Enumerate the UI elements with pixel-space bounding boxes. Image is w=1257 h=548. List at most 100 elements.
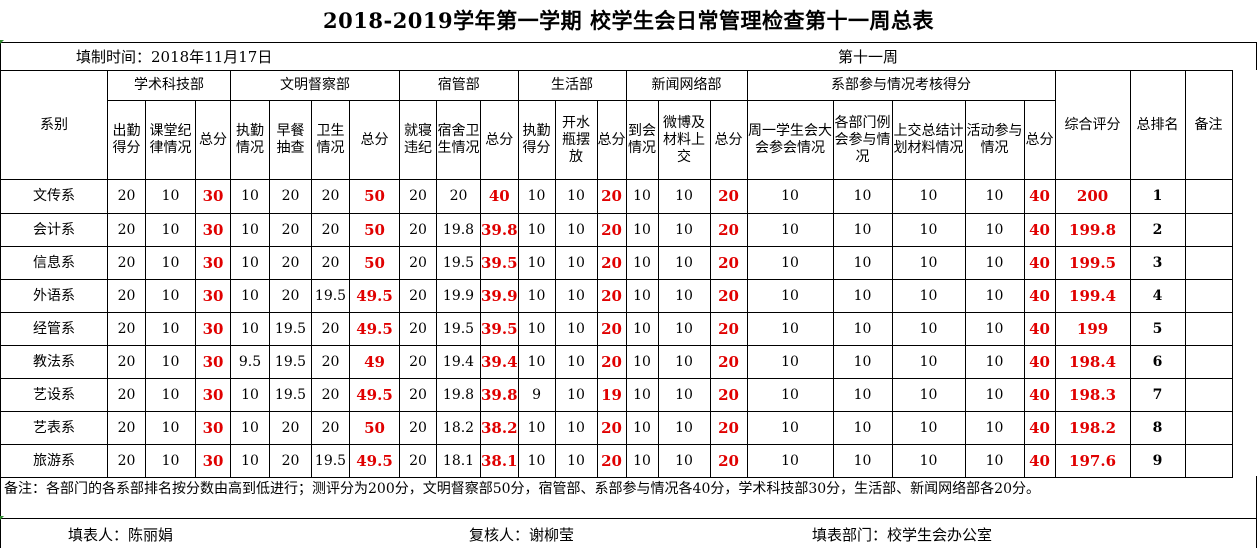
score-cell[interactable]: 10	[554, 213, 598, 247]
total-score-cell[interactable]: 39.9	[480, 279, 519, 313]
score-cell[interactable]: 10	[746, 345, 834, 379]
score-cell[interactable]: 10	[554, 279, 598, 313]
rank-cell[interactable]: 3	[1129, 246, 1186, 280]
score-cell[interactable]: 10	[230, 378, 270, 412]
score-cell[interactable]: 10	[657, 279, 711, 313]
score-cell[interactable]: 10	[964, 444, 1025, 478]
score-cell[interactable]: 20	[399, 411, 437, 445]
score-cell[interactable]: 18.2	[436, 411, 481, 445]
total-score-cell[interactable]: 49.5	[349, 444, 400, 478]
dept-cell[interactable]: 信息系	[0, 246, 108, 280]
score-cell[interactable]: 10	[625, 246, 659, 280]
score-cell[interactable]: 20	[107, 213, 146, 247]
score-cell[interactable]: 10	[145, 179, 196, 214]
total-score-cell[interactable]: 40	[1023, 444, 1056, 478]
score-cell[interactable]: 10	[625, 411, 659, 445]
score-cell[interactable]: 20	[399, 179, 437, 214]
total-score-cell[interactable]: 30	[195, 246, 231, 280]
score-cell[interactable]: 19.9	[436, 279, 481, 313]
total-score-cell[interactable]: 20	[596, 279, 627, 313]
total-score-cell[interactable]: 39.4	[480, 345, 519, 379]
score-cell[interactable]: 10	[746, 279, 834, 313]
remark-cell[interactable]	[1184, 378, 1233, 412]
dept-cell[interactable]: 外语系	[0, 279, 108, 313]
total-score-cell[interactable]: 30	[195, 179, 231, 214]
score-cell[interactable]: 10	[625, 312, 659, 346]
score-cell[interactable]: 10	[230, 411, 270, 445]
score-cell[interactable]: 10	[145, 312, 196, 346]
score-cell[interactable]: 19.5	[311, 279, 350, 313]
total-score-cell[interactable]: 50	[349, 179, 400, 214]
score-cell[interactable]: 10	[517, 411, 556, 445]
overall-score-cell[interactable]: 198.3	[1054, 378, 1131, 412]
score-cell[interactable]: 20	[107, 378, 146, 412]
score-cell[interactable]: 10	[746, 179, 834, 214]
score-cell[interactable]: 19.5	[436, 246, 481, 280]
total-score-cell[interactable]: 50	[349, 213, 400, 247]
total-score-cell[interactable]: 20	[596, 312, 627, 346]
score-cell[interactable]: 10	[746, 378, 834, 412]
score-cell[interactable]: 18.1	[436, 444, 481, 478]
score-cell[interactable]: 10	[891, 444, 966, 478]
total-score-cell[interactable]: 30	[195, 345, 231, 379]
total-score-cell[interactable]: 38.1	[480, 444, 519, 478]
overall-score-cell[interactable]: 199.8	[1054, 213, 1131, 247]
total-score-cell[interactable]: 39.8	[480, 378, 519, 412]
score-cell[interactable]: 10	[964, 213, 1025, 247]
total-score-cell[interactable]: 30	[195, 312, 231, 346]
score-cell[interactable]: 10	[230, 179, 270, 214]
score-cell[interactable]: 20	[311, 179, 350, 214]
score-cell[interactable]: 10	[891, 213, 966, 247]
total-score-cell[interactable]: 50	[349, 246, 400, 280]
score-cell[interactable]: 10	[625, 378, 659, 412]
total-score-cell[interactable]: 38.2	[480, 411, 519, 445]
score-cell[interactable]: 10	[891, 279, 966, 313]
score-cell[interactable]: 10	[657, 312, 711, 346]
score-cell[interactable]: 10	[230, 312, 270, 346]
total-score-cell[interactable]: 30	[195, 411, 231, 445]
total-score-cell[interactable]: 40	[1023, 345, 1056, 379]
overall-score-cell[interactable]: 200	[1054, 179, 1131, 214]
total-score-cell[interactable]: 20	[596, 444, 627, 478]
overall-score-cell[interactable]: 199	[1054, 312, 1131, 346]
score-cell[interactable]: 10	[657, 444, 711, 478]
score-cell[interactable]: 20	[107, 411, 146, 445]
score-cell[interactable]: 10	[145, 246, 196, 280]
score-cell[interactable]: 10	[145, 345, 196, 379]
total-score-cell[interactable]: 39.5	[480, 246, 519, 280]
total-score-cell[interactable]: 40	[1023, 179, 1056, 214]
score-cell[interactable]: 20	[399, 378, 437, 412]
total-score-cell[interactable]: 40	[1023, 246, 1056, 280]
score-cell[interactable]: 10	[517, 246, 556, 280]
total-score-cell[interactable]: 20	[596, 246, 627, 280]
score-cell[interactable]: 10	[517, 213, 556, 247]
score-cell[interactable]: 20	[107, 179, 146, 214]
score-cell[interactable]: 20	[311, 411, 350, 445]
score-cell[interactable]: 10	[832, 411, 893, 445]
overall-score-cell[interactable]: 199.5	[1054, 246, 1131, 280]
total-score-cell[interactable]: 30	[195, 378, 231, 412]
total-score-cell[interactable]: 20	[709, 378, 748, 412]
remark-cell[interactable]	[1184, 179, 1233, 214]
score-cell[interactable]: 10	[230, 246, 270, 280]
score-cell[interactable]: 10	[625, 213, 659, 247]
score-cell[interactable]: 10	[145, 213, 196, 247]
total-score-cell[interactable]: 20	[709, 246, 748, 280]
rank-cell[interactable]: 5	[1129, 312, 1186, 346]
dept-cell[interactable]: 经管系	[0, 312, 108, 346]
score-cell[interactable]: 10	[964, 378, 1025, 412]
dept-cell[interactable]: 文传系	[0, 179, 108, 214]
total-score-cell[interactable]: 20	[709, 213, 748, 247]
score-cell[interactable]: 20	[269, 444, 312, 478]
score-cell[interactable]: 10	[230, 444, 270, 478]
rank-cell[interactable]: 4	[1129, 279, 1186, 313]
score-cell[interactable]: 10	[517, 312, 556, 346]
score-cell[interactable]: 10	[657, 345, 711, 379]
score-cell[interactable]: 10	[964, 246, 1025, 280]
score-cell[interactable]: 10	[832, 378, 893, 412]
score-cell[interactable]: 10	[554, 345, 598, 379]
score-cell[interactable]: 10	[145, 279, 196, 313]
score-cell[interactable]: 19.8	[436, 378, 481, 412]
total-score-cell[interactable]: 49.5	[349, 312, 400, 346]
rank-cell[interactable]: 2	[1129, 213, 1186, 247]
